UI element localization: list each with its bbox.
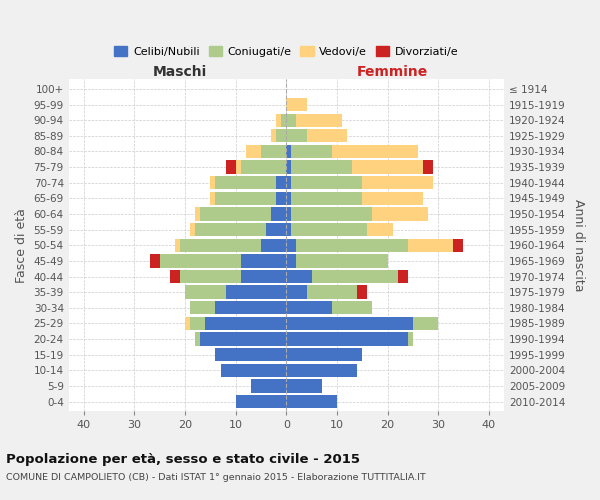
Bar bbox=[286, 129, 307, 142]
Bar bbox=[357, 286, 367, 299]
Bar bbox=[271, 208, 286, 220]
Bar bbox=[286, 301, 332, 314]
Bar bbox=[286, 395, 337, 408]
Bar bbox=[190, 223, 195, 236]
Bar bbox=[332, 301, 373, 314]
Bar bbox=[190, 317, 205, 330]
Bar bbox=[292, 160, 352, 173]
Bar bbox=[246, 145, 261, 158]
Bar bbox=[261, 145, 286, 158]
Text: Femmine: Femmine bbox=[357, 64, 428, 78]
Bar bbox=[226, 286, 286, 299]
Text: COMUNE DI CAMPOLIETO (CB) - Dati ISTAT 1° gennaio 2015 - Elaborazione TUTTITALIA: COMUNE DI CAMPOLIETO (CB) - Dati ISTAT 1… bbox=[6, 472, 426, 482]
Bar bbox=[241, 270, 286, 283]
Bar bbox=[286, 176, 292, 190]
Bar bbox=[276, 176, 286, 190]
Bar bbox=[170, 270, 180, 283]
Bar bbox=[307, 129, 347, 142]
Bar bbox=[292, 192, 362, 205]
Bar bbox=[286, 364, 357, 377]
Bar bbox=[373, 208, 428, 220]
Bar bbox=[286, 145, 292, 158]
Bar bbox=[185, 286, 226, 299]
Bar bbox=[286, 98, 307, 111]
Bar bbox=[241, 254, 286, 268]
Y-axis label: Fasce di età: Fasce di età bbox=[15, 208, 28, 282]
Bar bbox=[149, 254, 160, 268]
Bar bbox=[413, 317, 438, 330]
Bar bbox=[180, 270, 241, 283]
Bar bbox=[362, 192, 423, 205]
Bar bbox=[195, 208, 200, 220]
Bar bbox=[311, 270, 398, 283]
Bar bbox=[286, 192, 292, 205]
Bar bbox=[236, 395, 286, 408]
Bar bbox=[454, 238, 463, 252]
Bar bbox=[180, 238, 261, 252]
Bar bbox=[200, 332, 286, 345]
Text: Maschi: Maschi bbox=[153, 64, 207, 78]
Bar bbox=[221, 364, 286, 377]
Bar bbox=[286, 380, 322, 392]
Bar bbox=[251, 380, 286, 392]
Bar bbox=[362, 176, 433, 190]
Bar bbox=[215, 192, 276, 205]
Bar bbox=[185, 317, 190, 330]
Bar bbox=[215, 301, 286, 314]
Bar bbox=[398, 270, 408, 283]
Bar bbox=[261, 238, 286, 252]
Bar bbox=[332, 145, 418, 158]
Bar bbox=[286, 332, 408, 345]
Bar bbox=[236, 160, 241, 173]
Bar bbox=[281, 114, 286, 127]
Bar bbox=[296, 254, 388, 268]
Bar bbox=[286, 348, 362, 362]
Bar bbox=[195, 223, 266, 236]
Bar bbox=[195, 332, 200, 345]
Bar bbox=[215, 176, 276, 190]
Bar bbox=[175, 238, 180, 252]
Bar bbox=[286, 223, 292, 236]
Bar bbox=[215, 348, 286, 362]
Bar bbox=[271, 129, 276, 142]
Bar bbox=[286, 286, 307, 299]
Bar bbox=[286, 238, 296, 252]
Bar bbox=[160, 254, 241, 268]
Bar bbox=[205, 317, 286, 330]
Bar bbox=[292, 223, 367, 236]
Bar bbox=[276, 192, 286, 205]
Bar bbox=[292, 176, 362, 190]
Bar bbox=[276, 114, 281, 127]
Bar bbox=[241, 160, 286, 173]
Bar bbox=[307, 286, 357, 299]
Bar bbox=[286, 208, 292, 220]
Bar bbox=[296, 238, 408, 252]
Bar bbox=[200, 208, 271, 220]
Bar bbox=[292, 208, 373, 220]
Bar bbox=[211, 176, 215, 190]
Legend: Celibi/Nubili, Coniugati/e, Vedovi/e, Divorziati/e: Celibi/Nubili, Coniugati/e, Vedovi/e, Di… bbox=[110, 42, 463, 62]
Bar bbox=[226, 160, 236, 173]
Bar bbox=[211, 192, 215, 205]
Bar bbox=[266, 223, 286, 236]
Bar bbox=[292, 145, 332, 158]
Bar bbox=[190, 301, 215, 314]
Bar bbox=[408, 238, 454, 252]
Bar bbox=[352, 160, 423, 173]
Bar bbox=[286, 114, 296, 127]
Bar bbox=[286, 317, 413, 330]
Bar bbox=[296, 114, 342, 127]
Text: Popolazione per età, sesso e stato civile - 2015: Popolazione per età, sesso e stato civil… bbox=[6, 452, 360, 466]
Bar bbox=[423, 160, 433, 173]
Bar bbox=[286, 254, 296, 268]
Y-axis label: Anni di nascita: Anni di nascita bbox=[572, 199, 585, 292]
Bar bbox=[367, 223, 392, 236]
Bar bbox=[276, 129, 286, 142]
Bar bbox=[408, 332, 413, 345]
Bar bbox=[286, 160, 292, 173]
Bar bbox=[286, 270, 311, 283]
